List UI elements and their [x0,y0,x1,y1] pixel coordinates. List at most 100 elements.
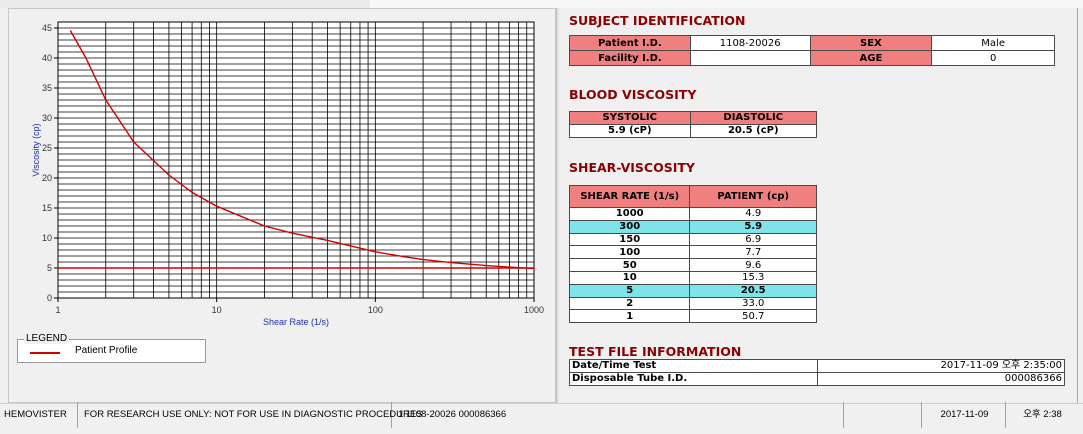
y-tick-label: 20 [42,173,52,183]
shear-viscosity-title: SHEAR-VISCOSITY [569,160,695,175]
subject-table: Patient I.D. 1108-20026 SEX Male Facilit… [569,35,1055,66]
datetime-value: 2017-11-09 오후 2:35:00 [816,359,1065,373]
data-point [85,57,87,59]
status-blank [846,402,922,428]
status-notice: FOR RESEARCH USE ONLY: NOT FOR USE IN DI… [80,402,423,428]
patient-value-cell: 33.0 [689,296,817,311]
sex-label: SEX [809,35,933,51]
shear-viscosity-table: SHEAR RATE (1/s) PATIENT (cp) 1000 4.9 300… [568,185,817,324]
data-point [533,267,535,270]
shear-rate-cell: 10 [568,270,691,285]
systolic-label: SYSTOLIC [569,111,691,125]
table-row: 150 6.9 [568,232,817,247]
shear-rate-cell: 100 [568,245,691,260]
datetime-label: Date/Time Test [569,359,818,373]
patient-value-cell: 15.3 [689,270,817,285]
shear-rate-cell: 1000 [568,207,691,221]
data-point [422,258,424,261]
systolic-value: 5.9 (cP) [569,124,691,138]
data-point [105,99,107,101]
data-point [191,191,193,194]
data-point [215,205,218,207]
y-tick-label: 25 [42,143,52,153]
y-tick-label: 0 [47,293,52,303]
legend-entry-label: Patient Profile [75,345,138,356]
facility-id-label: Facility I.D. [569,50,691,66]
patient-cp-header: PATIENT (cp) [689,185,817,208]
tube-id-label: Disposable Tube I.D. [569,372,818,386]
y-tick-label: 5 [47,263,52,273]
table-row: 300 5.9 [568,219,817,234]
y-axis-label: Viscosity (cp) [31,123,41,176]
x-axis-label: Shear Rate (1/s) [263,317,329,327]
blood-viscosity-title: BLOOD VISCOSITY [569,87,697,102]
top-strip [0,0,1083,8]
test-file-title: TEST FILE INFORMATION [569,344,742,359]
patient-value-cell: 20.5 [689,283,817,298]
legend: LEGEND Patient Profile [17,333,206,363]
x-tick-label: 1000 [524,305,544,315]
age-label: AGE [809,50,933,66]
shear-rate-header: SHEAR RATE (1/s) [568,185,691,208]
blood-viscosity-table: SYSTOLIC DIASTOLIC 5.9 (cP) 20.5 (cP) [569,111,817,138]
diastolic-value: 20.5 (cP) [689,124,817,138]
patient-value-cell: 9.6 [689,258,817,272]
data-point [133,141,135,143]
status-app-name: HEMOVISTER [0,402,78,428]
y-tick-label: 45 [42,23,52,33]
patient-value-cell: 5.9 [689,219,817,234]
data-point [69,30,72,32]
shear-rate-cell: 2 [568,296,691,311]
data-point [168,174,170,176]
status-record: 1 1108-20026 000086366 [394,402,844,428]
patient-value-cell: 7.7 [689,245,817,260]
series-line-patient-profile [69,30,535,270]
status-bar [0,403,1083,434]
patient-value-cell: 6.9 [689,232,817,247]
data-point [485,264,487,267]
data-point [374,251,377,253]
panel-divider[interactable] [556,8,559,403]
y-tick-label: 10 [42,233,52,243]
table-row: 1000 4.9 [568,207,817,221]
data-point [326,239,329,242]
x-tick-label: 10 [212,305,222,315]
shear-rate-cell: 300 [568,219,691,234]
diastolic-label: DIASTOLIC [689,111,817,125]
patient-value-cell: 50.7 [689,309,817,324]
patient-id-label: Patient I.D. [569,35,691,51]
status-time: 오후 2:38 [1023,409,1062,420]
data-point [263,225,266,227]
patient-value-cell: 4.9 [689,207,817,221]
shear-rate-cell: 50 [568,258,691,272]
table-row: 1 50.7 [568,309,817,324]
viscosity-chart: 0 5 10 15 20 25 30 35 40 45 1 10 100 1000 Shear Rate (… [31,21,544,327]
tube-id-value: 000086366 [816,372,1065,386]
shear-rate-cell: 5 [568,283,691,298]
y-tick-label: 15 [42,203,52,213]
y-tick-label: 30 [42,113,52,123]
shear-rate-cell: 150 [568,232,691,247]
table-row: 5 20.5 [568,283,817,298]
y-tick-label: 40 [42,53,52,63]
legend-title: LEGEND [24,333,70,344]
right-border [1077,8,1078,403]
table-row: 50 9.6 [568,258,817,272]
data-point [450,261,452,264]
test-file-table: Date/Time Test 2017-11-09 오후 2:35:00 Dis… [569,359,1065,386]
table-row: 10 15.3 [568,270,817,285]
data-point [402,255,404,258]
patient-id-value: 1108-20026 [689,35,811,51]
x-tick-label: 100 [368,305,383,315]
table-row: 100 7.7 [568,245,817,260]
age-value: 0 [931,50,1055,66]
subject-section-title: SUBJECT IDENTIFICATION [569,13,746,28]
shear-rate-cell: 1 [568,309,691,324]
data-point [291,232,294,234]
status-date: 2017-11-09 [924,402,1006,428]
y-tick-label: 35 [42,83,52,93]
sex-value: Male [931,35,1055,51]
legend-line-swatch [30,352,60,354]
facility-id-value [689,50,811,66]
x-tick-label: 1 [55,305,60,315]
